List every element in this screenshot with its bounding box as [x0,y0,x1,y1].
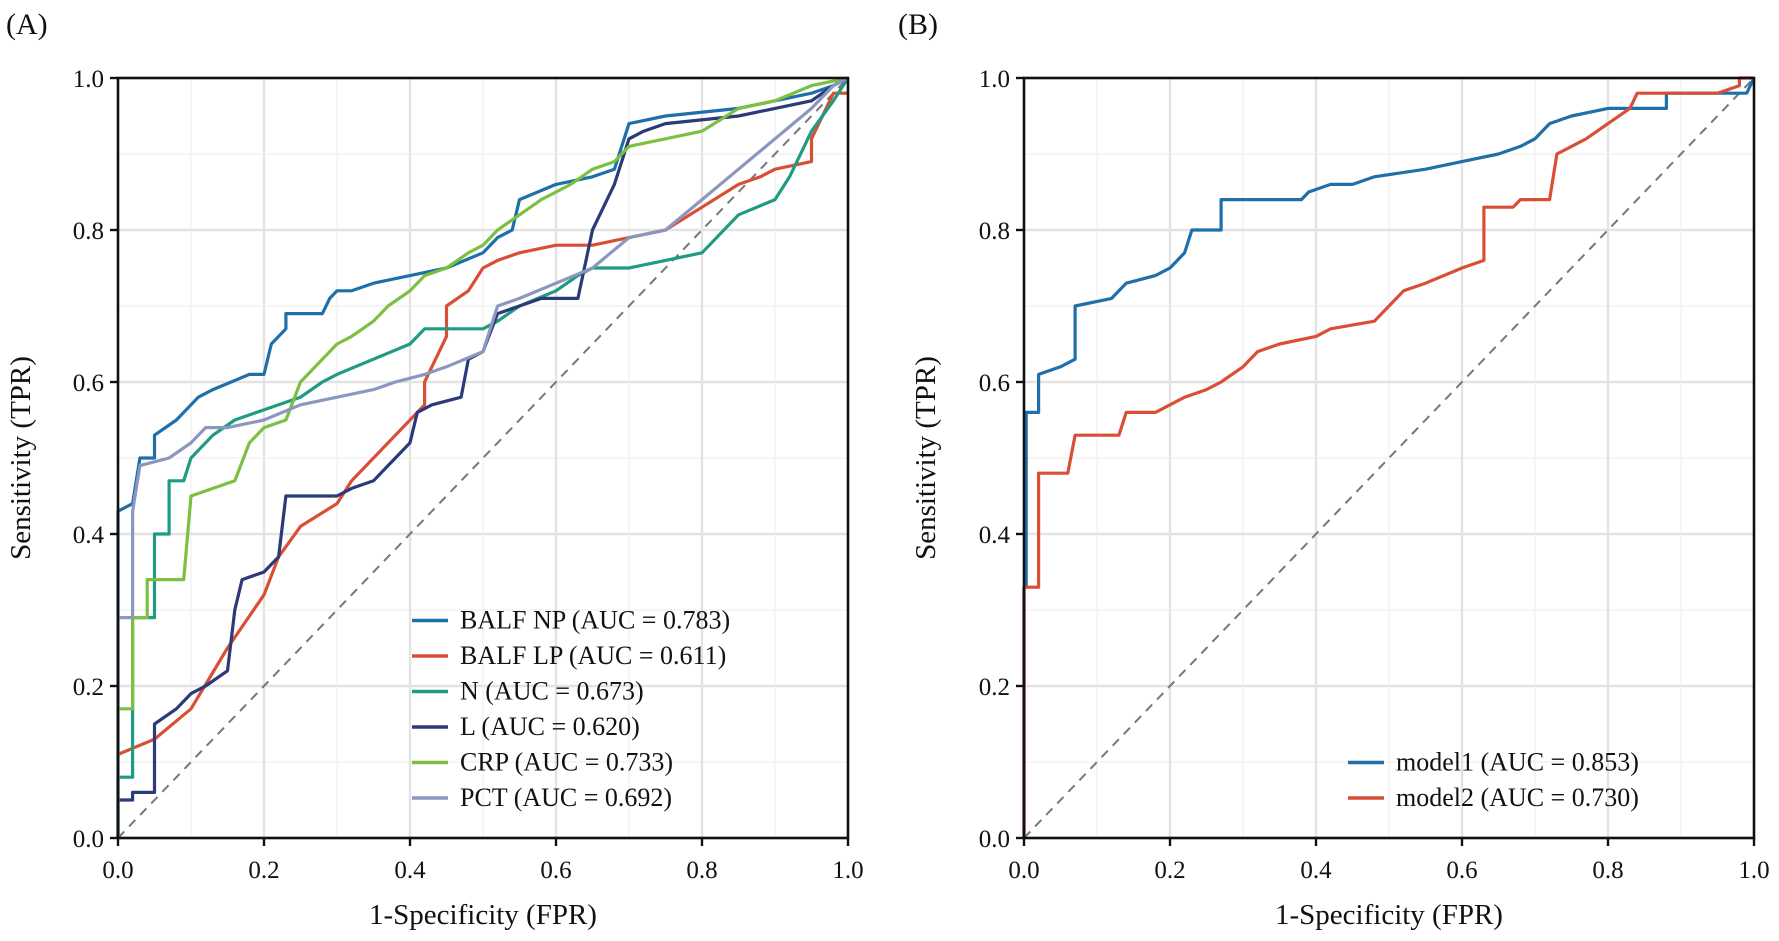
legend-label: model1 (AUC = 0.853) [1396,748,1639,777]
legend-label: model2 (AUC = 0.730) [1396,783,1639,812]
roc-series-line [116,76,849,838]
y-axis-title: Sensitivity (TPR) [910,356,942,560]
x-tick-label: 0.4 [1300,857,1332,884]
y-tick-label: 0.4 [979,522,1011,549]
x-tick-label: 0.6 [1446,857,1477,884]
x-tick-label: 0.6 [540,857,571,884]
y-tick-label: 0.4 [73,522,105,549]
axis-ticks: 0.0 0.2 0.4 0.6 0.8 1.0 0.0 0.2 0.4 0.6 0.8 1.0 [979,66,1770,884]
y-tick-label: 0.0 [73,826,104,853]
roc-series-line [116,76,849,838]
chart-panel-a: (A) 0.0 0.2 0.4 0.6 0.8 1.0 0.0 0.2 0.4 0.6 0.8 1.0 1… [5,8,864,931]
y-tick-label: 0.8 [73,218,104,245]
plot-frame [116,76,850,840]
x-tick-label: 0.0 [1008,857,1039,884]
y-tick-label: 0.6 [979,370,1010,397]
y-tick-label: 0.6 [73,370,104,397]
panel-label: (A) [6,8,48,41]
x-axis-title: 1-Specificity (FPR) [369,899,597,931]
panel-label: (B) [898,8,938,41]
y-tick-label: 0.8 [979,218,1010,245]
x-axis-title: 1-Specificity (FPR) [1275,899,1503,931]
x-tick-label: 1.0 [832,857,863,884]
legend: model1 (AUC = 0.853) model2 (AUC = 0.730) [1348,748,1639,812]
roc-series-line [1022,77,1756,838]
y-tick-label: 0.2 [73,674,104,701]
chart-panel-b: (B) 0.0 0.2 0.4 0.6 0.8 1.0 0.0 0.2 0.4 0.6 0.8 1.0 1… [898,8,1770,931]
grid [1022,76,1756,840]
x-tick-label: 0.0 [102,857,133,884]
x-tick-label: 0.4 [394,857,426,884]
legend-label: BALF NP (AUC = 0.783) [460,606,730,635]
roc-series-line [116,77,850,838]
y-axis-title: Sensitivity (TPR) [5,356,37,560]
roc-series-line [117,91,848,756]
roc-series-line [116,76,849,838]
x-tick-label: 0.2 [248,857,279,884]
y-tick-label: 1.0 [979,66,1010,93]
legend-label: CRP (AUC = 0.733) [460,748,673,777]
legend-label: BALF LP (AUC = 0.611) [460,641,726,670]
legend-label: N (AUC = 0.673) [460,677,644,706]
legend: BALF NP (AUC = 0.783) BALF LP (AUC = 0.61… [412,606,730,812]
legend-label: PCT (AUC = 0.692) [460,783,672,812]
y-tick-label: 0.0 [979,826,1010,853]
legend-label: L (AUC = 0.620) [460,712,640,741]
plot-frame [1022,76,1756,840]
y-tick-label: 0.2 [979,674,1010,701]
x-tick-label: 1.0 [1738,857,1769,884]
axis-ticks: 0.0 0.2 0.4 0.6 0.8 1.0 0.0 0.2 0.4 0.6 0.8 1.0 [73,66,864,884]
x-tick-label: 0.2 [1154,857,1185,884]
x-tick-label: 0.8 [686,857,717,884]
roc-series-line [116,76,849,838]
y-tick-label: 1.0 [73,66,104,93]
roc-series-line [1022,76,1754,838]
x-tick-label: 0.8 [1592,857,1623,884]
